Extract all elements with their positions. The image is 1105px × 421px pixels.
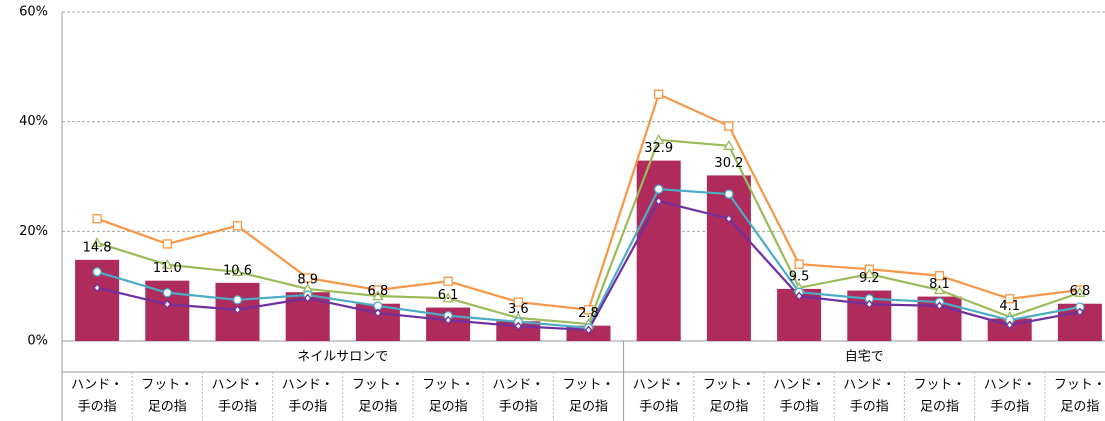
marker [163,299,172,309]
x-tick-label: ハンド・ [633,378,685,393]
x-tick-label: 手の指 [288,400,327,415]
group-label: 自宅で [845,350,884,365]
marker [654,184,664,194]
marker [863,268,875,279]
marker [583,305,594,315]
data-label: 6.8 [368,284,389,299]
x-tick-label: 足の指 [920,400,959,415]
marker [935,301,944,311]
x-tick-label: フット・ [422,378,474,393]
x-tick-label: フット・ [352,378,404,393]
marker [231,266,244,277]
x-tick-label: 手の指 [218,400,257,415]
marker [934,271,945,281]
marker [442,292,454,303]
x-tick-label: 手の指 [639,400,678,415]
marker [1005,320,1014,330]
marker [513,297,523,307]
marker [374,308,382,318]
marker [654,196,663,206]
marker [653,133,665,144]
data-label: 6.1 [438,288,459,303]
x-tick-label: ハンド・ [492,378,544,393]
marker [933,284,946,295]
group-label: ネイルサロンで [297,350,388,365]
marker [584,325,593,335]
marker [654,89,664,99]
data-label: 11.0 [153,261,182,276]
x-tick-label: フット・ [703,378,755,393]
marker [1074,286,1086,297]
marker [1005,294,1015,304]
marker [161,258,173,269]
marker [514,321,523,331]
x-tick-label: 手の指 [780,400,819,415]
marker [724,189,734,199]
data-label: 9.5 [789,269,810,284]
data-label: 8.9 [297,273,318,288]
marker [444,315,452,325]
x-tick-label: 手の指 [499,400,538,415]
x-tick-label: フット・ [1054,378,1105,393]
x-tick-label: 足の指 [1060,400,1099,415]
y-tick-label: 60% [19,5,48,20]
data-label: 2.8 [578,306,599,321]
data-label: 3.6 [508,302,529,317]
marker [162,288,172,298]
marker [232,221,243,231]
marker [794,259,804,269]
data-label: 14.8 [83,240,112,255]
x-tick-label: 手の指 [78,400,117,415]
data-label: 9.2 [859,271,880,286]
x-tick-label: ハンド・ [211,378,263,393]
data-label: 4.1 [999,299,1020,314]
data-label: 10.6 [223,263,252,278]
x-tick-label: ハンド・ [984,378,1036,393]
x-tick-label: 足の指 [429,400,468,415]
marker [232,295,243,305]
y-tick-label: 0% [27,334,48,349]
x-tick-label: ハンド・ [282,378,334,393]
marker [725,214,733,224]
marker [93,283,101,293]
bar [706,175,751,341]
y-tick-label: 40% [19,114,48,129]
x-tick-label: 足の指 [148,400,187,415]
marker [372,290,384,301]
marker [723,139,735,150]
x-tick-label: 足の指 [569,400,608,415]
marker [795,291,803,301]
marker [303,273,313,283]
x-tick-label: ハンド・ [71,378,123,393]
x-tick-label: ハンド・ [773,378,825,393]
marker [724,121,734,131]
marker [162,239,172,249]
marker [865,299,874,309]
y-tick-label: 20% [19,224,48,239]
x-tick-label: 足の指 [709,400,748,415]
x-tick-label: 手の指 [850,400,889,415]
marker [91,237,103,247]
marker [233,305,242,315]
marker [92,214,102,224]
x-tick-label: フット・ [913,378,965,393]
marker [1076,307,1084,317]
x-tick-label: ハンド・ [843,378,895,393]
marker [443,276,453,286]
data-label: 32.9 [644,141,673,156]
marker [92,267,102,277]
x-tick-label: フット・ [562,378,614,393]
x-tick-label: 足の指 [358,400,397,415]
x-tick-label: フット・ [141,378,193,393]
data-label: 30.2 [714,156,743,171]
data-label: 8.1 [929,277,950,292]
data-label: 6.8 [1070,284,1091,299]
marker [303,293,312,303]
x-tick-label: 手の指 [990,400,1029,415]
